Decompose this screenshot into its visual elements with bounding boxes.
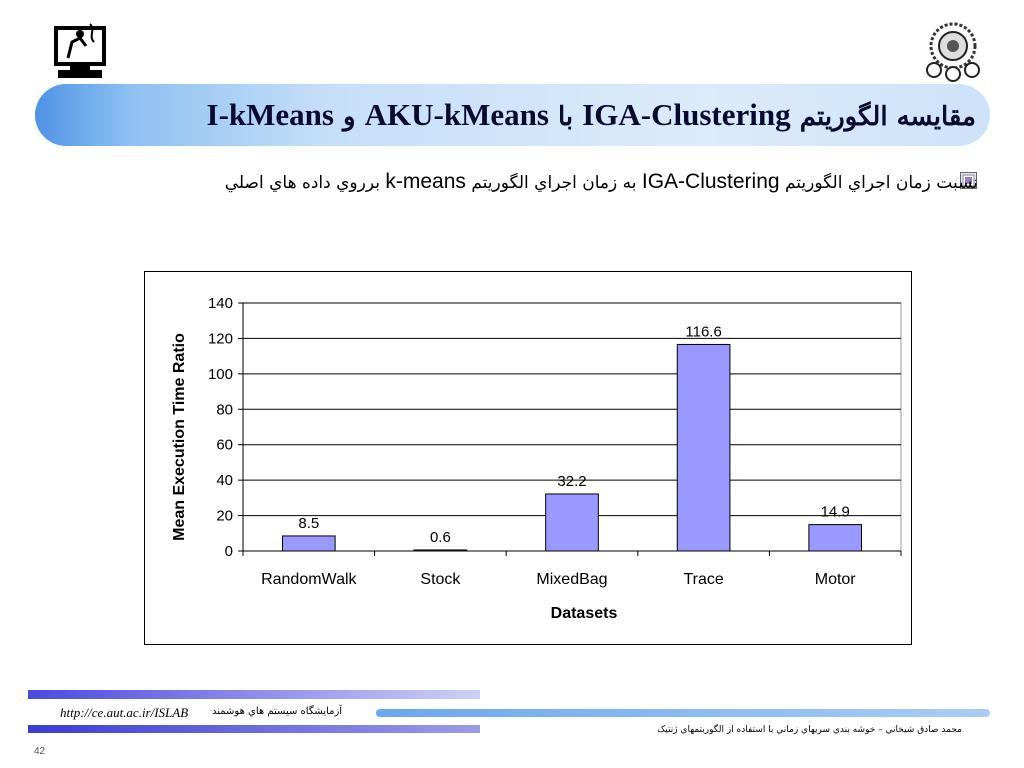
x-tick-label: Stock: [420, 571, 461, 588]
footer-bar-bottom: [28, 725, 480, 733]
y-tick-label: 140: [208, 295, 233, 312]
data-label: 8.5: [298, 515, 319, 532]
y-tick-label: 0: [225, 543, 233, 560]
bullet-icon: [960, 172, 977, 189]
x-axis-title: Datasets: [551, 605, 618, 622]
bullet-text-2: IGA-Clustering: [641, 170, 780, 193]
title-text-4: AKU-kMeans: [364, 97, 549, 132]
title-text-5: و: [343, 102, 356, 132]
x-tick-label: RandomWalk: [261, 571, 357, 588]
footer-bar-middle: [376, 709, 990, 717]
bullet-text-1: نسبت زمان اجراي الگوريتم: [784, 173, 978, 193]
y-tick-label: 40: [216, 472, 233, 489]
y-tick-label: 20: [216, 508, 233, 525]
x-tick-label: Trace: [683, 571, 723, 588]
data-label: 32.2: [557, 473, 586, 490]
data-label: 14.9: [821, 504, 850, 521]
y-axis-title: Mean Execution Time Ratio: [171, 333, 188, 541]
footer-author: محمد صادق شيخاني – خوشه بندي سريهاي زمان…: [657, 725, 962, 735]
slide-title: مقايسه الگوريتم IGA-Clustering با AKU-kM…: [207, 84, 976, 146]
data-label: 116.6: [685, 323, 721, 340]
title-text-3: با: [558, 102, 574, 132]
page-number: 42: [34, 746, 46, 757]
bar: [545, 493, 599, 552]
title-bar: مقايسه الگوريتم IGA-Clustering با AKU-kM…: [35, 84, 990, 146]
y-tick-label: 80: [216, 401, 233, 418]
title-text-1: مقايسه الگوريتم: [799, 102, 976, 132]
title-text-2: IGA-Clustering: [582, 97, 791, 132]
y-tick-label: 100: [208, 366, 233, 383]
y-tick-label: 60: [216, 437, 233, 454]
bar: [676, 343, 731, 552]
title-text-6: I-kMeans: [206, 97, 334, 132]
footer-bar-top: [28, 690, 480, 699]
bar: [413, 549, 468, 552]
data-label: 0.6: [430, 529, 451, 546]
bullet-text-5: برروي داده هاي اصلي: [224, 173, 380, 193]
x-tick-label: MixedBag: [536, 571, 607, 588]
bullet-text-3: به زمان اجراي الگوريتم: [471, 173, 637, 193]
footer-url[interactable]: http://ce.aut.ac.ir/ISLAB: [60, 705, 189, 720]
bar: [808, 524, 863, 552]
x-tick-label: Motor: [815, 571, 857, 588]
lab-logo-icon: [54, 23, 106, 78]
chart-frame: 0 20 40 60 80 100 120 140 8.5 RandomWalk 0.6 Stock 3…: [144, 271, 912, 645]
bullet-text: نسبت زمان اجراي الگوريتم IGA-Clustering …: [68, 170, 978, 194]
bullet-text-4: k-means: [385, 170, 466, 193]
footer-lab-name: آزمايشگاه سيستم هاي هوشمند: [212, 706, 343, 717]
university-logo-icon: [926, 22, 980, 82]
y-tick-label: 120: [208, 330, 233, 347]
bar-chart: 0 20 40 60 80 100 120 140 8.5 RandomWalk 0.6 Stock 3…: [171, 295, 902, 622]
bar: [281, 535, 336, 552]
